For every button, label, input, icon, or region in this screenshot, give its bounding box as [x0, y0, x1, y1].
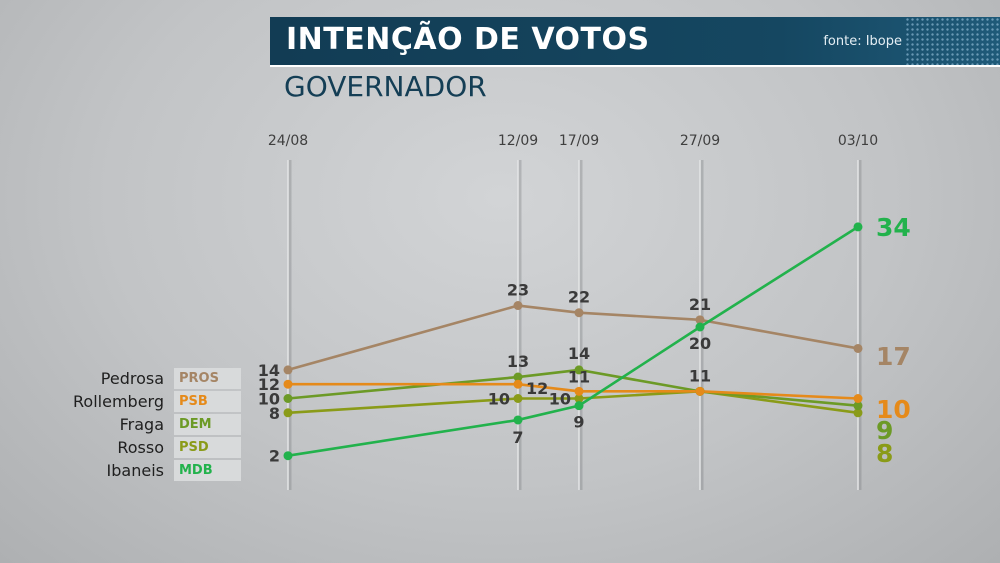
legend-candidate-name: Rosso: [117, 438, 164, 457]
data-point: [853, 222, 863, 232]
data-point: [283, 394, 293, 403]
legend-item-fraga: Fraga DEM: [0, 414, 242, 436]
end-value-label: 8: [876, 439, 893, 468]
data-point: [695, 322, 705, 332]
legend-candidate-name: Ibaneis: [106, 461, 164, 480]
data-point: [283, 379, 293, 389]
legend-candidate-name: Rollemberg: [73, 392, 164, 411]
end-value-label: 10: [876, 395, 911, 424]
title-banner: INTENÇÃO DE VOTOS fonte: Ibope: [270, 17, 1000, 65]
data-point: [695, 315, 705, 325]
data-point: [513, 415, 523, 425]
x-tick-label: 03/10: [838, 133, 878, 149]
data-label: 9: [573, 413, 584, 432]
data-label: 12: [258, 375, 280, 394]
data-label: 14: [258, 361, 280, 380]
data-point: [574, 365, 584, 375]
legend-party-tag: PROS: [174, 368, 241, 389]
legend-party-tag: PSB: [174, 391, 241, 412]
data-point: [574, 394, 584, 403]
data-point: [853, 394, 863, 403]
data-label: 2: [269, 447, 280, 466]
data-point: [513, 379, 523, 389]
data-point: [513, 394, 523, 403]
data-point: [283, 408, 293, 418]
data-point: [574, 308, 584, 318]
data-label: 10: [549, 390, 571, 409]
dot-pattern-decoration: [905, 17, 1000, 65]
data-point: [283, 365, 293, 375]
legend-item-rosso: Rosso PSD: [0, 437, 242, 459]
data-label: 11: [689, 366, 711, 385]
end-value-label: 9: [876, 416, 893, 445]
title-divider: [270, 65, 1000, 67]
data-point: [695, 386, 705, 396]
x-tick-label: 17/09: [559, 133, 599, 149]
data-label: 12: [526, 379, 548, 398]
source-label: fonte: Ibope: [823, 34, 902, 49]
data-point: [574, 401, 584, 411]
data-point: [853, 408, 863, 418]
data-point: [513, 372, 523, 382]
data-label: 22: [568, 288, 590, 307]
data-label: 14: [568, 344, 590, 363]
legend-item-rollemberg: Rollemberg PSB: [0, 391, 242, 413]
legend-item-ibaneis: Ibaneis MDB: [0, 460, 242, 482]
data-label: 20: [689, 334, 711, 353]
end-value-label: 17: [876, 342, 911, 371]
x-tick-label: 24/08: [268, 133, 308, 149]
x-tick-label: 12/09: [498, 133, 538, 149]
data-label: 23: [507, 281, 529, 300]
data-label: 7: [512, 428, 523, 447]
data-label: 11: [568, 367, 590, 386]
end-value-label: 34: [876, 213, 911, 242]
data-point: [283, 451, 293, 461]
data-label: 10: [488, 390, 510, 409]
data-label: 13: [507, 352, 529, 371]
data-point: [853, 401, 863, 411]
data-point: [574, 386, 584, 396]
legend-party-tag: PSD: [174, 437, 241, 458]
data-label: 10: [258, 390, 280, 409]
legend-item-pedrosa: Pedrosa PROS: [0, 368, 242, 390]
data-label: 8: [269, 404, 280, 423]
data-label: 21: [689, 295, 711, 314]
chart-title: INTENÇÃO DE VOTOS: [286, 22, 650, 57]
legend-candidate-name: Pedrosa: [100, 369, 164, 388]
chart-subtitle: GOVERNADOR: [284, 70, 487, 103]
data-point: [513, 301, 523, 311]
legend-candidate-name: Fraga: [119, 415, 164, 434]
data-point: [853, 343, 863, 353]
legend-party-tag: MDB: [174, 460, 241, 481]
x-tick-label: 27/09: [680, 133, 720, 149]
legend-party-tag: DEM: [174, 414, 241, 435]
